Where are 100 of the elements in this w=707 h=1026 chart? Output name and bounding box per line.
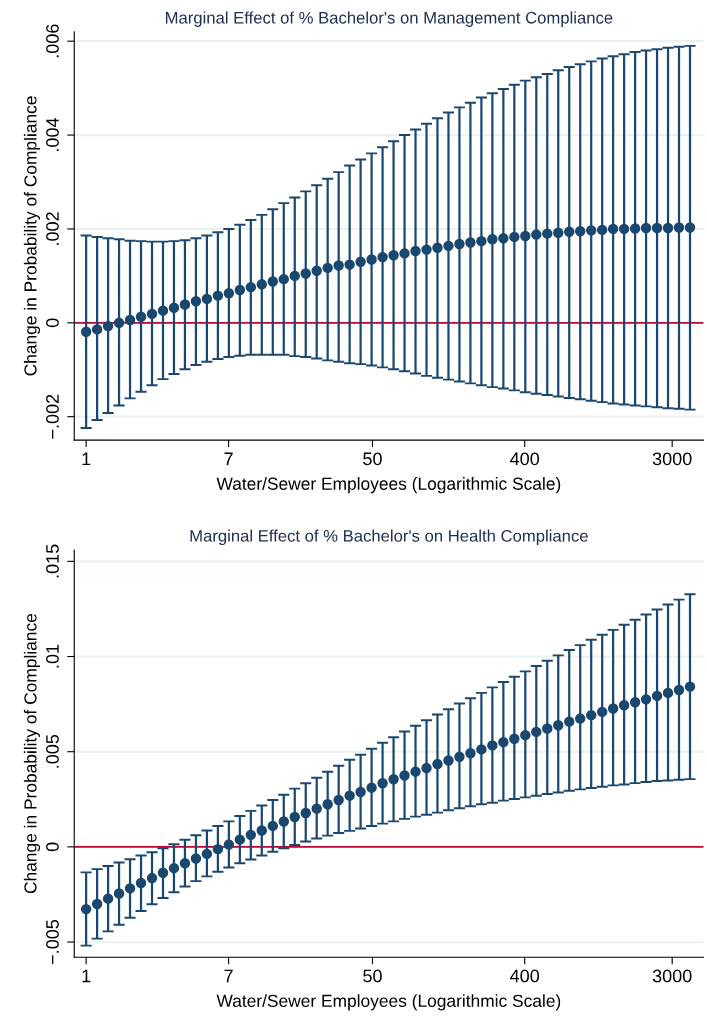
point (465, 237, 476, 248)
point (421, 244, 432, 255)
x-tick-label: 7 (224, 969, 233, 983)
point (234, 284, 246, 296)
point (432, 242, 443, 253)
point (311, 265, 322, 276)
point (245, 829, 257, 841)
point (300, 807, 311, 819)
y-tick-label: .01 (46, 644, 59, 668)
point (585, 225, 597, 236)
point (267, 276, 279, 287)
point (640, 222, 652, 234)
point (673, 222, 685, 233)
y-tick-label: .004 (46, 118, 59, 151)
point (267, 820, 279, 832)
point (421, 762, 432, 774)
point (223, 839, 235, 850)
point (355, 786, 366, 798)
x-axis-title: Water/Sewer Employees (Logarithmic Scale) (216, 994, 561, 1011)
point (629, 223, 641, 234)
point (190, 296, 202, 307)
point (300, 268, 311, 279)
point (91, 898, 103, 910)
point (564, 716, 575, 727)
point (476, 744, 487, 755)
point (542, 228, 553, 239)
point (443, 755, 454, 766)
y-axis-title: Change in Probability of Compliance (23, 613, 41, 894)
point (377, 251, 388, 263)
point (607, 703, 619, 714)
y-tick-label: .015 (46, 544, 59, 578)
point (454, 751, 465, 763)
point (146, 308, 158, 320)
point (212, 290, 224, 301)
point (585, 709, 597, 721)
point (333, 794, 344, 806)
point (124, 883, 136, 894)
point (629, 696, 641, 708)
chart-title: Marginal Effect of % Bachelor's on Health Compliance (190, 529, 588, 546)
point (80, 903, 92, 915)
point (124, 314, 136, 326)
y-axis-title: Change in Probability of Compliance (23, 96, 41, 376)
point (553, 227, 564, 238)
point (399, 248, 410, 259)
point (190, 853, 202, 864)
point (673, 684, 685, 696)
point (432, 758, 443, 770)
point (157, 305, 169, 316)
point (662, 222, 674, 234)
point (256, 279, 267, 290)
point (135, 311, 147, 322)
point (168, 862, 180, 874)
point (201, 848, 213, 860)
x-tick-label: 50 (363, 969, 382, 983)
point (256, 825, 267, 836)
x-tick-label: 400 (510, 452, 540, 466)
point (377, 778, 388, 789)
point (322, 262, 333, 274)
x-tick-label: 3000 (652, 969, 692, 983)
point (618, 700, 630, 711)
point (454, 238, 465, 250)
y-tick-label: 0 (46, 842, 59, 852)
point (476, 235, 487, 247)
point (651, 690, 663, 702)
y-tick-label: 0 (46, 318, 59, 328)
point (531, 726, 542, 738)
point (366, 782, 377, 793)
point (531, 229, 542, 240)
point (366, 254, 377, 265)
y-tick-label: .005 (46, 734, 59, 768)
point (201, 293, 213, 305)
y-tick-label: −.005 (46, 919, 59, 964)
y-tick-label: −.002 (46, 394, 59, 439)
x-tick-label: 1 (82, 452, 91, 466)
point (322, 799, 333, 810)
point (618, 223, 630, 235)
point (575, 226, 586, 237)
point (146, 872, 158, 884)
point (333, 260, 344, 271)
point (662, 687, 674, 699)
point (212, 843, 224, 855)
point (355, 256, 366, 268)
point (399, 770, 410, 781)
point (311, 803, 322, 814)
point (640, 694, 652, 705)
x-tick-label: 7 (224, 452, 233, 466)
point (487, 234, 498, 245)
point (113, 317, 125, 329)
point (465, 748, 476, 759)
point (223, 288, 235, 299)
point (443, 240, 454, 252)
point (509, 231, 520, 243)
point (168, 302, 180, 314)
point (289, 811, 300, 823)
point (596, 706, 608, 718)
x-tick-label: 400 (510, 969, 540, 983)
point (498, 233, 509, 244)
point (179, 858, 191, 869)
point (509, 733, 520, 744)
point (113, 888, 125, 899)
